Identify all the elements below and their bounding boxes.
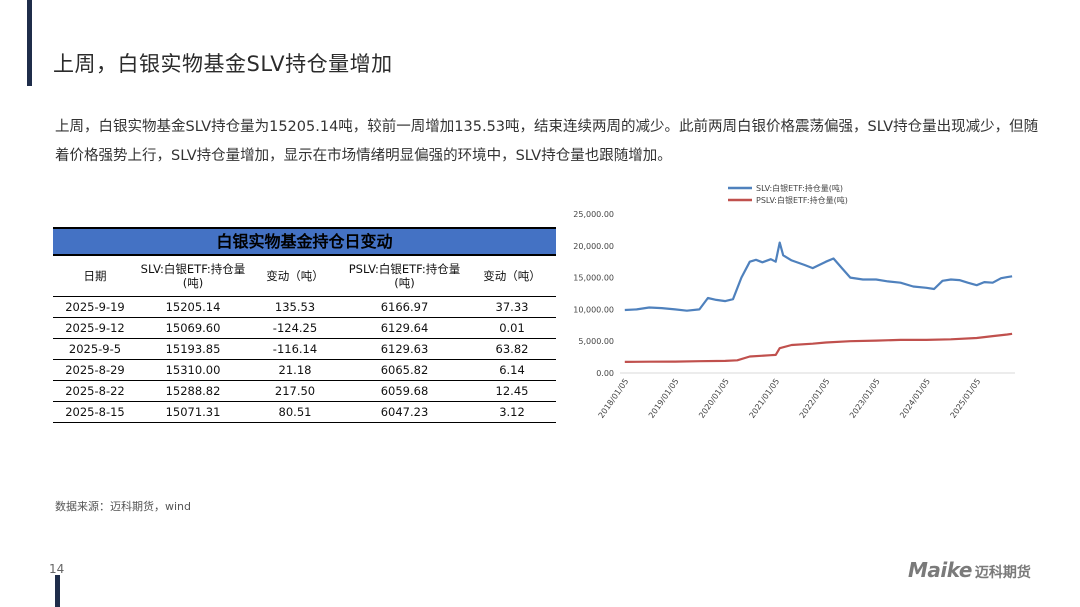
page-title: 上周，白银实物基金SLV持仓量增加: [53, 52, 393, 76]
cell-slv-change: 135.53: [249, 296, 341, 318]
cell-slv-change: -116.14: [249, 338, 341, 360]
table-row: 2025-8-15 15071.31 80.51 6047.23 3.12: [53, 401, 556, 423]
cell-date: 2025-9-12: [53, 317, 137, 339]
x-tick-label: 2020/01/05: [697, 377, 731, 420]
header-date: 日期: [83, 269, 107, 283]
holdings-grid: 日期 SLV:白银ETF:持仓量(吨) 变动（吨） PSLV:白银ETF:持仓量…: [53, 256, 556, 423]
y-tick-label: 25,000.00: [573, 210, 614, 219]
legend-label-pslv: PSLV:白银ETF:持仓量(吨): [756, 195, 848, 205]
cell-slv-holdings: 15193.85: [137, 338, 249, 360]
x-tick-label: 2024/01/05: [898, 377, 932, 420]
series-line-slv: [624, 241, 1013, 312]
x-tick-label: 2022/01/05: [798, 377, 832, 420]
chart-svg: 0.00 5,000.00 10,000.00 15,000.00 20,000.00 2…: [573, 183, 1015, 420]
table-row: 2025-8-29 15310.00 21.18 6065.82 6.14: [53, 359, 556, 381]
brand-logo: Maike 迈科期货: [908, 558, 1031, 582]
header-slv-change: 变动（吨）: [266, 269, 324, 283]
table-row: 2025-9-12 15069.60 -124.25 6129.64 0.01: [53, 317, 556, 339]
x-tick-label: 2025/01/05: [949, 377, 983, 420]
y-tick-label: 0.00: [596, 369, 614, 378]
table-row: 2025-9-19 15205.14 135.53 6166.97 37.33: [53, 296, 556, 318]
cell-pslv-holdings: 6065.82: [341, 359, 468, 381]
cell-slv-change: -124.25: [249, 317, 341, 339]
cell-pslv-change: 0.01: [468, 317, 556, 339]
cell-slv-holdings: 15310.00: [137, 359, 249, 381]
page-number: 14: [49, 562, 65, 576]
cell-date: 2025-8-15: [53, 401, 137, 423]
y-tick-label: 5,000.00: [578, 337, 614, 346]
x-tick-label: 2018/01/05: [597, 377, 631, 420]
cell-date: 2025-8-22: [53, 380, 137, 402]
logo-chinese: 迈科期货: [974, 565, 1031, 581]
cell-pslv-holdings: 6129.63: [341, 338, 468, 360]
cell-pslv-change: 37.33: [468, 296, 556, 318]
cell-pslv-holdings: 6166.97: [341, 296, 468, 318]
cell-slv-holdings: 15071.31: [137, 401, 249, 423]
cell-slv-holdings: 15288.82: [137, 380, 249, 402]
cell-pslv-holdings: 6047.23: [341, 401, 468, 423]
x-tick-label: 2023/01/05: [848, 377, 882, 420]
accent-bar-top: [27, 0, 32, 86]
logo-wordmark: Maike: [908, 558, 972, 582]
y-tick-label: 20,000.00: [573, 242, 614, 251]
x-tick-label: 2019/01/05: [647, 377, 681, 420]
table-row: 2025-9-5 15193.85 -116.14 6129.63 63.82: [53, 338, 556, 360]
cell-pslv-change: 3.12: [468, 401, 556, 423]
legend-label-slv: SLV:白银ETF:持仓量(吨): [756, 183, 843, 193]
x-tick-label: 2021/01/05: [747, 377, 781, 420]
header-pslv-change: 变动（吨）: [483, 269, 541, 283]
y-tick-label: 10,000.00: [573, 305, 614, 314]
cell-slv-holdings: 15205.14: [137, 296, 249, 318]
cell-pslv-change: 6.14: [468, 359, 556, 381]
header-slv-holdings: SLV:白银ETF:持仓量(吨): [140, 262, 246, 290]
cell-slv-change: 21.18: [249, 359, 341, 381]
holdings-table: 白银实物基金持仓日变动 日期 SLV:白银ETF:持仓量(吨) 变动（吨） PS…: [53, 227, 556, 423]
description-paragraph: 上周，白银实物基金SLV持仓量为15205.14吨，较前一周增加135.53吨，…: [55, 119, 1039, 164]
table-title: 白银实物基金持仓日变动: [53, 227, 556, 256]
cell-date: 2025-9-19: [53, 296, 137, 318]
y-tick-label: 15,000.00: [573, 274, 614, 283]
cell-pslv-change: 12.45: [468, 380, 556, 402]
header-pslv-holdings: PSLV:白银ETF:持仓量(吨): [348, 262, 461, 290]
series-line-pslv: [624, 332, 1013, 363]
data-source: 数据来源：迈科期货，wind: [55, 500, 192, 513]
cell-pslv-holdings: 6129.64: [341, 317, 468, 339]
table-header-row: 日期 SLV:白银ETF:持仓量(吨) 变动（吨） PSLV:白银ETF:持仓量…: [53, 256, 556, 297]
cell-slv-change: 217.50: [249, 380, 341, 402]
cell-pslv-holdings: 6059.68: [341, 380, 468, 402]
table-row: 2025-8-22 15288.82 217.50 6059.68 12.45: [53, 380, 556, 402]
cell-date: 2025-8-29: [53, 359, 137, 381]
cell-date: 2025-9-5: [53, 338, 137, 360]
accent-bar-bottom: [55, 575, 60, 607]
cell-slv-change: 80.51: [249, 401, 341, 423]
holdings-line-chart: 0.00 5,000.00 10,000.00 15,000.00 20,000.00 2…: [560, 180, 1030, 444]
cell-slv-holdings: 15069.60: [137, 317, 249, 339]
cell-pslv-change: 63.82: [468, 338, 556, 360]
